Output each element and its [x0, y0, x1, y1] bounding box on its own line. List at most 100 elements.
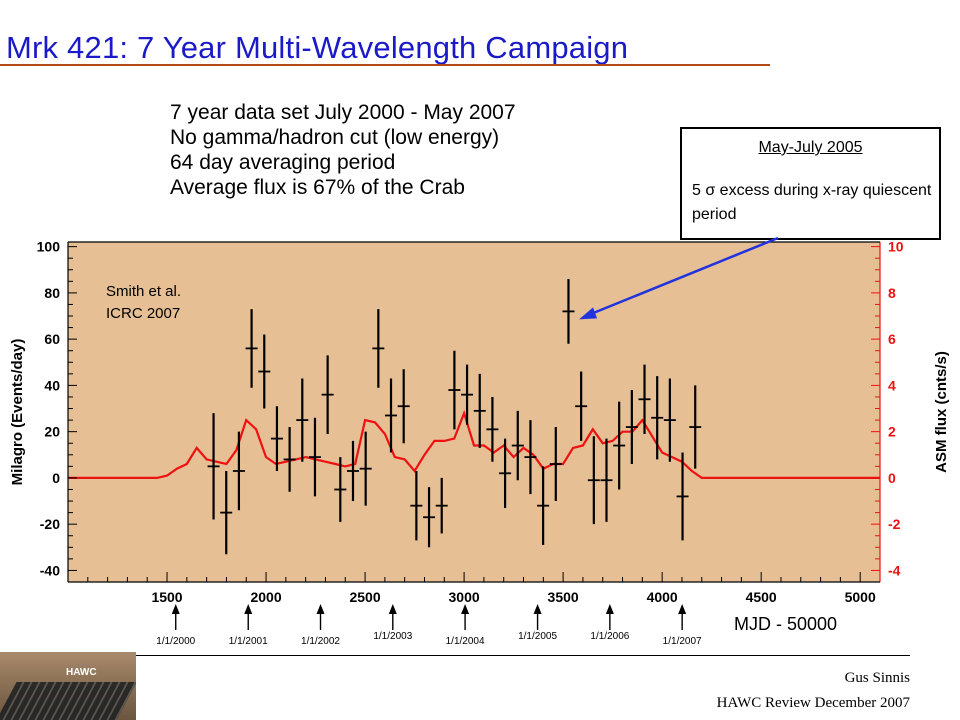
- callout-title: May-July 2005: [758, 139, 863, 156]
- date-marker: 1/1/2007: [663, 604, 702, 647]
- date-marker-label: 1/1/2005: [518, 631, 557, 642]
- arrow-head-icon: [316, 604, 325, 614]
- data-point: [562, 279, 575, 344]
- y-axis-title: Milagro (Events/day): [9, 339, 26, 486]
- arrow-head-icon: [388, 604, 397, 614]
- x-tick-label: 2000: [250, 589, 281, 605]
- asm-flux-line: [68, 409, 880, 479]
- data-point: [600, 438, 613, 522]
- data-point: [207, 413, 220, 520]
- data-point: [435, 477, 448, 534]
- citation-text: Smith et al.: [106, 283, 181, 300]
- y-tick-label: 0: [52, 470, 60, 486]
- note-line: No gamma/hadron cut (low energy): [170, 126, 500, 149]
- author-name: Gus Sinnis: [844, 670, 910, 686]
- y-tick-label: 40: [44, 377, 60, 393]
- data-point: [448, 350, 461, 430]
- x-tick-label: 5000: [845, 589, 876, 605]
- x-tick-label: 2500: [349, 589, 380, 605]
- arrow-head-icon: [605, 604, 614, 614]
- pointer-arrowhead-icon: [579, 307, 598, 320]
- logo-text: HAWC: [66, 667, 97, 678]
- y2-tick-label: 10: [888, 239, 904, 255]
- data-point: [308, 417, 321, 497]
- x-tick-label: 1500: [151, 589, 182, 605]
- data-point: [397, 369, 410, 444]
- data-point: [283, 427, 296, 492]
- date-marker-label: 1/1/2000: [156, 636, 195, 647]
- data-point: [334, 457, 347, 522]
- data-point: [689, 385, 702, 469]
- data-point: [245, 309, 258, 388]
- y-tick-label: 20: [44, 424, 60, 440]
- event-name: HAWC Review December 2007: [716, 695, 910, 711]
- data-point: [499, 438, 512, 508]
- data-point: [270, 406, 283, 471]
- detector-array-icon: [0, 682, 136, 720]
- date-marker: 1/1/2002: [301, 604, 340, 647]
- data-point: [524, 420, 537, 495]
- data-point: [486, 396, 499, 462]
- mjd-axis-label: MJD - 50000: [734, 614, 838, 634]
- title-underline: [0, 64, 770, 66]
- y2-tick-label: 4: [888, 377, 896, 393]
- date-marker-label: 1/1/2003: [373, 631, 412, 642]
- data-point: [296, 378, 309, 462]
- date-marker: 1/1/2005: [518, 604, 557, 642]
- data-point: [346, 440, 359, 502]
- arrow-head-icon: [533, 604, 542, 614]
- data-point: [410, 470, 423, 541]
- date-marker: 1/1/2006: [590, 604, 630, 642]
- y-tick-label: 60: [44, 331, 60, 347]
- y-tick-label: -40: [40, 562, 60, 578]
- data-point: [473, 373, 486, 448]
- data-point: [321, 355, 334, 434]
- date-marker-label: 1/1/2001: [229, 636, 268, 647]
- notes-block: 7 year data set July 2000 - May 2007 No …: [170, 100, 516, 200]
- data-point: [372, 309, 385, 388]
- data-point: [537, 466, 550, 545]
- y-tick-label: 100: [37, 239, 61, 255]
- data-point: [587, 436, 600, 525]
- date-marker-label: 1/1/2006: [590, 631, 629, 642]
- callout-pointer: [584, 236, 779, 318]
- x-tick-label: 4500: [746, 589, 777, 605]
- data-point: [575, 371, 588, 441]
- y2-tick-label: 8: [888, 285, 896, 301]
- data-point: [613, 401, 626, 490]
- arrow-head-icon: [244, 604, 253, 614]
- data-point: [625, 390, 638, 465]
- data-point: [232, 431, 245, 511]
- y2-tick-label: 2: [888, 424, 896, 440]
- data-point: [651, 376, 664, 460]
- callout-body: 5 σ excess during x-ray quiescent period: [692, 182, 932, 223]
- plot-area: [68, 242, 880, 582]
- data-point: [423, 487, 436, 548]
- y2-axis-title: ASM flux (cnts/s): [933, 351, 950, 473]
- date-marker: 1/1/2000: [156, 604, 196, 647]
- arrow-head-icon: [171, 604, 180, 614]
- date-marker: 1/1/2003: [373, 604, 413, 642]
- note-line: Average flux is 67% of the Crab: [170, 176, 465, 199]
- callout-box: May-July 2005 5 σ excess during x-ray qu…: [680, 127, 941, 240]
- data-point: [549, 427, 562, 502]
- data-point: [663, 378, 676, 462]
- date-marker-label: 1/1/2004: [446, 636, 485, 647]
- note-line: 7 year data set July 2000 - May 2007: [170, 101, 516, 124]
- x-tick-label: 3000: [449, 589, 480, 605]
- hawc-logo: HAWC: [0, 652, 136, 720]
- date-marker-label: 1/1/2007: [663, 636, 702, 647]
- footer-credit: Gus Sinnis HAWC Review December 2007: [717, 666, 910, 716]
- arrow-head-icon: [678, 604, 687, 614]
- date-marker-label: 1/1/2002: [301, 636, 340, 647]
- citation-text: ICRC 2007: [106, 305, 180, 322]
- y-tick-label: -20: [40, 516, 60, 532]
- data-point: [461, 364, 474, 425]
- data-point: [258, 334, 271, 409]
- y2-tick-label: -4: [888, 562, 901, 578]
- note-line: 64 day averaging period: [170, 151, 396, 174]
- y-tick-label: 80: [44, 285, 60, 301]
- footer-divider: [60, 655, 910, 656]
- data-point: [359, 431, 372, 506]
